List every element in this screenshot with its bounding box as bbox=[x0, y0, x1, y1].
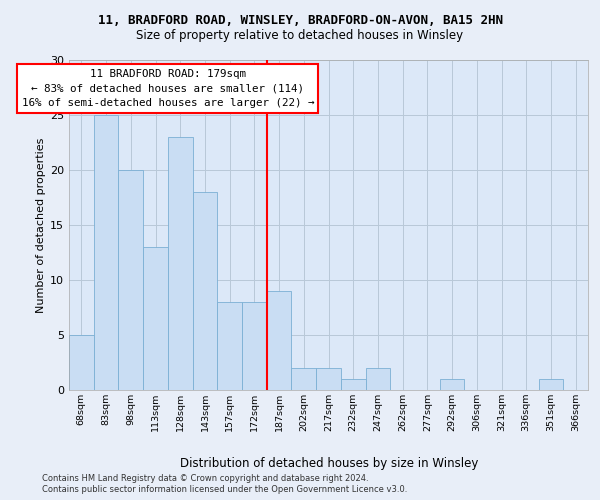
Bar bbox=[193, 192, 217, 390]
Bar bbox=[440, 379, 464, 390]
Bar bbox=[316, 368, 341, 390]
Text: 11, BRADFORD ROAD, WINSLEY, BRADFORD-ON-AVON, BA15 2HN: 11, BRADFORD ROAD, WINSLEY, BRADFORD-ON-… bbox=[97, 14, 503, 27]
Bar bbox=[242, 302, 267, 390]
Bar bbox=[69, 335, 94, 390]
Text: Size of property relative to detached houses in Winsley: Size of property relative to detached ho… bbox=[136, 29, 464, 42]
Text: 11 BRADFORD ROAD: 179sqm
← 83% of detached houses are smaller (114)
16% of semi-: 11 BRADFORD ROAD: 179sqm ← 83% of detach… bbox=[22, 69, 314, 108]
Bar bbox=[118, 170, 143, 390]
Bar bbox=[217, 302, 242, 390]
Y-axis label: Number of detached properties: Number of detached properties bbox=[36, 138, 46, 312]
Text: Contains HM Land Registry data © Crown copyright and database right 2024.: Contains HM Land Registry data © Crown c… bbox=[42, 474, 368, 483]
Bar bbox=[341, 379, 365, 390]
Bar bbox=[168, 137, 193, 390]
Bar bbox=[94, 115, 118, 390]
Bar bbox=[365, 368, 390, 390]
Bar bbox=[267, 291, 292, 390]
Text: Contains public sector information licensed under the Open Government Licence v3: Contains public sector information licen… bbox=[42, 485, 407, 494]
Bar bbox=[292, 368, 316, 390]
Bar bbox=[143, 247, 168, 390]
Bar bbox=[539, 379, 563, 390]
Text: Distribution of detached houses by size in Winsley: Distribution of detached houses by size … bbox=[179, 458, 478, 470]
